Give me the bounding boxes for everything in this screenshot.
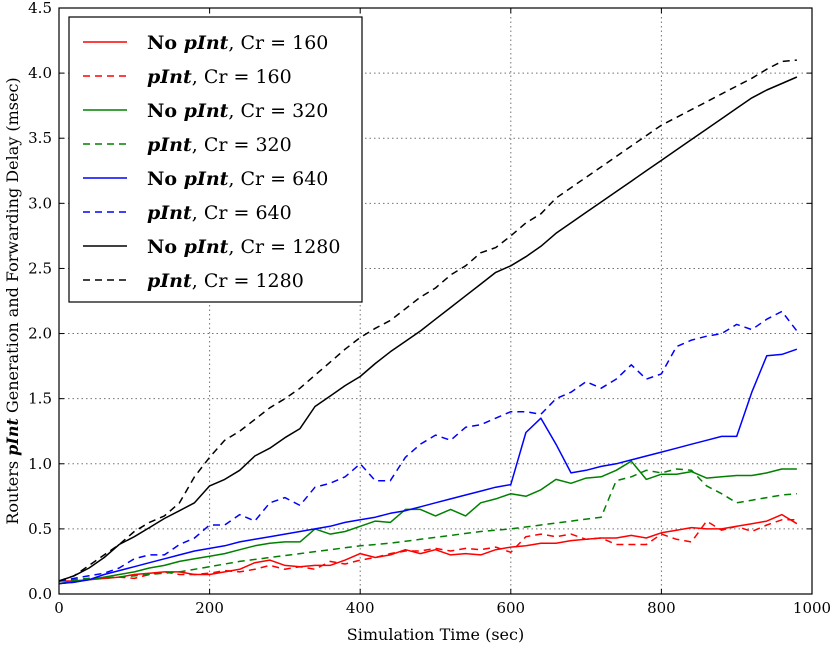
series-line-6 [58, 310, 798, 582]
legend-entry-suffix: , Cr = 640 [228, 168, 328, 190]
legend-entry-prefix: No [147, 168, 184, 190]
legend-entry: pInt, Cr = 1280 [147, 270, 304, 292]
y-tick-label: 0.5 [28, 520, 52, 538]
y-axis-label-suffix: Generation and Forwarding Delay (msec) [3, 77, 22, 418]
legend-entry: pInt, Cr = 640 [147, 202, 292, 224]
legend-entry-suffix: , Cr = 1280 [228, 236, 340, 258]
legend-entry-prefix: No [147, 32, 184, 54]
y-axis-label-prefix: Routers [3, 456, 22, 525]
legend-entry-italic: pInt [147, 66, 192, 88]
legend-entry-suffix: , Cr = 1280 [192, 270, 304, 292]
series-line-7 [58, 76, 798, 582]
legend-entry: No pInt, Cr = 640 [147, 168, 328, 190]
y-tick-label: 1.0 [28, 455, 52, 473]
x-tick-label: 0 [54, 599, 64, 617]
x-tick-label: 200 [195, 599, 224, 617]
legend-frame [68, 16, 363, 303]
y-tick-label: 1.5 [28, 390, 52, 408]
y-axis-label: Routers pInt Generation and Forwarding D… [3, 77, 22, 524]
legend-entry-italic: pInt [147, 134, 192, 156]
legend-entry-suffix: , Cr = 320 [192, 134, 292, 156]
legend-entry-prefix: No [147, 100, 184, 122]
legend-entry-italic: pInt [184, 100, 229, 122]
series-line-1 [59, 513, 798, 582]
legend-entry-suffix: , Cr = 320 [228, 100, 328, 122]
series-line-8 [58, 59, 797, 582]
legend-entry-italic: pInt [147, 270, 192, 292]
y-tick-label: 3.0 [28, 194, 52, 212]
legend-entry-suffix: , Cr = 160 [192, 66, 292, 88]
x-axis-label: Simulation Time (sec) [347, 625, 524, 644]
legend-entry-suffix: , Cr = 640 [192, 202, 292, 224]
y-axis-label-italic: pInt [3, 418, 22, 456]
tick-layer: 0 200 400 600 800 1000 0.0 0.5 1.0 1.5 2.0 2.5 3.0 3.… [28, 0, 830, 617]
series-line-2 [58, 519, 797, 585]
x-tick-label: 400 [346, 599, 375, 617]
legend-entry: pInt, Cr = 160 [147, 66, 292, 88]
legend-entry-italic: pInt [147, 202, 192, 224]
legend-entry-suffix: , Cr = 160 [228, 32, 328, 54]
y-tick-label: 4.5 [28, 0, 52, 17]
x-tick-label: 1000 [793, 599, 830, 617]
legend-entry: No pInt, Cr = 320 [147, 100, 328, 122]
y-tick-label: 2.5 [28, 259, 52, 277]
legend-entry: No pInt, Cr = 160 [147, 32, 328, 54]
legend-entry-italic: pInt [184, 32, 229, 54]
plot-frame [58, 7, 813, 595]
series-line-5 [58, 348, 798, 585]
x-tick-label: 600 [496, 599, 525, 617]
x-tick-label: 800 [647, 599, 676, 617]
legend-entry: pInt, Cr = 320 [147, 134, 292, 156]
y-tick-label: 4.0 [28, 64, 52, 82]
series-line-4 [58, 468, 797, 582]
legend-entry-italic: pInt [184, 236, 229, 258]
y-tick-label: 3.5 [28, 129, 52, 147]
series-layer [58, 59, 798, 585]
legend-entry-prefix: No [147, 236, 184, 258]
y-tick-label: 0.0 [28, 585, 52, 603]
y-tick-label: 2.0 [28, 325, 52, 343]
legend-entry-italic: pInt [184, 168, 229, 190]
legend-entry: No pInt, Cr = 1280 [147, 236, 340, 258]
series-line-3 [58, 460, 797, 585]
